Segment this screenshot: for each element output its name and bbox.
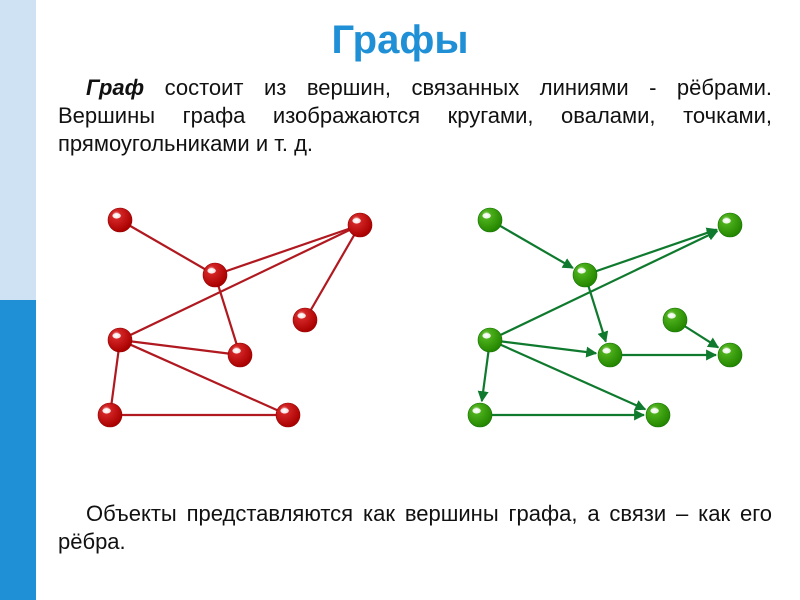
graph-node [478, 208, 502, 232]
graph-node [478, 328, 502, 352]
graph-edge [585, 230, 717, 275]
graph-edge [120, 220, 215, 275]
graph-node [573, 263, 597, 287]
graph-node [228, 343, 252, 367]
graph-node [468, 403, 492, 427]
graph-node [663, 308, 687, 332]
graph-edge [490, 220, 573, 268]
graph-node [108, 328, 132, 352]
graph-node [98, 403, 122, 427]
node-highlight [232, 348, 240, 353]
graph-node [293, 308, 317, 332]
node-highlight [667, 313, 675, 318]
node-highlight [602, 348, 610, 353]
node-highlight [722, 348, 730, 353]
sidebar [0, 0, 36, 600]
node-highlight [280, 408, 288, 413]
graph-node [348, 213, 372, 237]
graph-edge [120, 225, 360, 340]
node-highlight [722, 218, 730, 223]
graph-node [718, 343, 742, 367]
graphs-area [60, 180, 770, 450]
node-highlight [297, 313, 305, 318]
node-highlight [650, 408, 658, 413]
node-highlight [112, 333, 120, 338]
node-highlight [482, 213, 490, 218]
node-highlight [472, 408, 480, 413]
paragraph-definition: Граф состоит из вершин, связанных линиям… [58, 74, 772, 158]
node-highlight [207, 268, 215, 273]
paragraph-objects: Объекты представляются как вершины графа… [58, 500, 772, 556]
graph-green [430, 180, 770, 450]
graph-node [276, 403, 300, 427]
graph-edge [215, 275, 240, 355]
node-highlight [112, 213, 120, 218]
node-highlight [577, 268, 585, 273]
sidebar-bottom [0, 300, 36, 600]
graph-node [718, 213, 742, 237]
graph-node [646, 403, 670, 427]
node-highlight [352, 218, 360, 223]
node-highlight [482, 333, 490, 338]
graph-red [60, 180, 400, 450]
graph-edge [215, 225, 360, 275]
page-title: Графы [0, 18, 800, 63]
slide: Графы Граф состоит из вершин, связанных … [0, 0, 800, 600]
node-highlight [102, 408, 110, 413]
graph-node [108, 208, 132, 232]
graph-node [203, 263, 227, 287]
graph-node [598, 343, 622, 367]
